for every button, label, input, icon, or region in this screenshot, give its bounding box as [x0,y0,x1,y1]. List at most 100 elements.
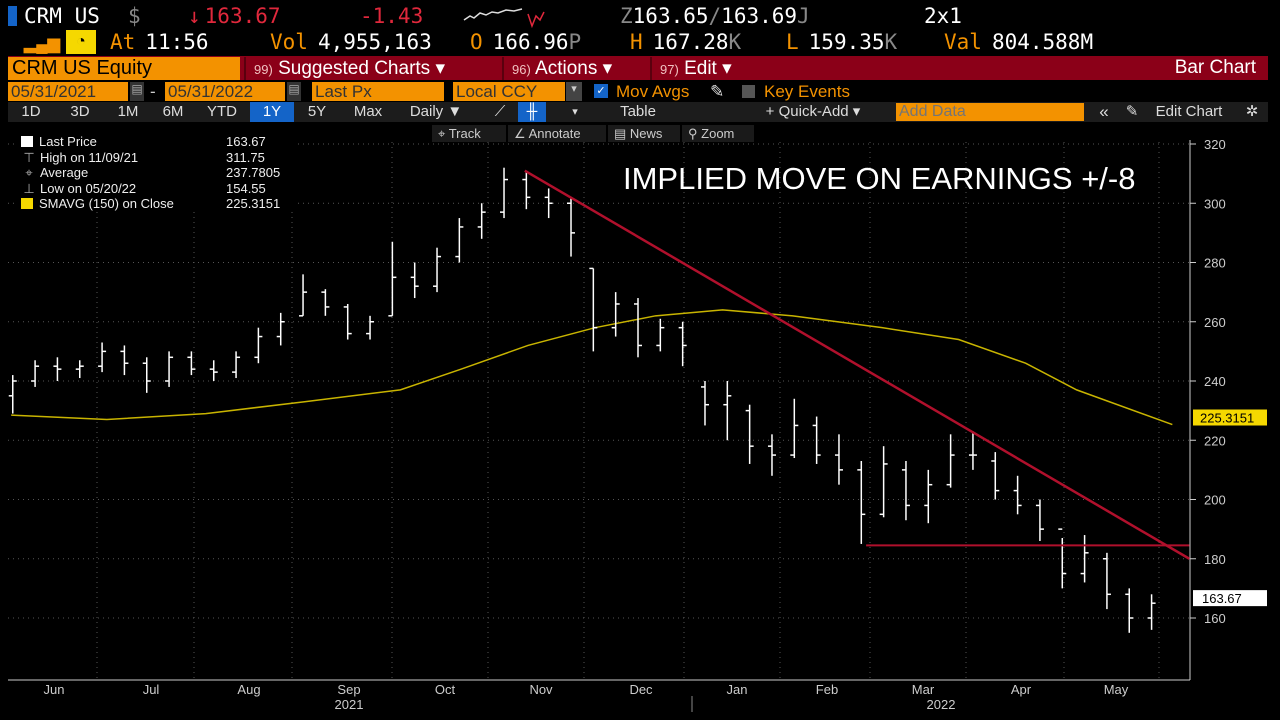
track-button[interactable]: ⌖ Track [432,125,506,142]
start-date-field[interactable]: 05/31/2021 [8,82,128,101]
collapse-button[interactable]: « [1099,102,1109,121]
open-suffix: P [568,30,582,54]
calendar-icon[interactable]: ▤ [287,82,301,101]
legend-low: ⊥ Low on 05/20/22 154.55 [14,181,296,197]
ohlc-bar [700,381,709,426]
ask: 163.69 [721,4,798,28]
ohlc-bar [53,357,62,381]
ohlc-bar [1147,594,1156,630]
bid-ask-group: Z 163.65 / 163.69 J [620,4,810,28]
ohlc-bar [723,381,732,441]
x-tick-label: Oct [435,682,456,697]
ohlc-bar [678,321,687,367]
ohlc-bar [634,298,642,358]
low: 159.35 [808,30,885,54]
legend-value: 154.55 [226,180,266,196]
ohlc-bar [968,431,977,470]
edit-chart-button[interactable]: Edit Chart [1155,103,1223,120]
track-label: Track [448,126,481,141]
period-1d[interactable]: 1D [21,103,41,120]
calendar-icon[interactable]: ▤ [130,82,144,101]
key-events-label[interactable]: Key Events [764,82,850,101]
legend-sma[interactable]: SMAVG (150) on Close 225.3151 [14,196,296,212]
ohlc-bar [611,292,620,337]
ohlc-bar [388,241,397,317]
ohlc-bar [879,446,888,518]
high: 167.28 [652,30,729,54]
y-tick-label: 280 [1204,256,1226,271]
ohlc-bar [544,188,553,219]
mov-avgs-checkbox[interactable]: ✓ [594,84,608,98]
sma-line [11,309,1173,426]
period-1m[interactable]: 1M [117,103,139,120]
chart-type-dropdown-icon[interactable]: ▾ [572,106,578,118]
y-tick-label: 220 [1204,433,1226,448]
ohlc-bar [946,434,955,488]
pencil-icon[interactable]: ✎ [710,82,725,101]
ohlc-bar [187,351,196,376]
sma-value-label: 225.3151 [1200,411,1254,426]
menu-label: Suggested Charts ▾ [278,58,445,79]
low-label: L [786,30,799,54]
ohlc-bar [8,375,17,414]
actions-menu[interactable]: 96) Actions ▾ [502,57,612,80]
time-group: At 11:56 [110,30,209,54]
x-tick-label: Jun [44,682,65,697]
x-tick-label: Apr [1011,682,1032,697]
x-tick-label: Jul [143,682,160,697]
mov-avgs-label[interactable]: Mov Avgs [616,82,690,101]
pencil-icon: ✎ [1125,103,1139,120]
period-6m[interactable]: 6M [162,103,184,120]
ohlc-bar [1125,588,1134,633]
chart-legend: Last Price 163.67 ⊤ High on 11/09/21 311.75… [14,134,296,212]
period-max[interactable]: Max [353,103,383,120]
period-3d[interactable]: 3D [70,103,90,120]
ohlc-bar [31,360,40,387]
legend-value: 163.67 [226,134,266,149]
currency-select[interactable]: Local CCY [453,82,565,101]
period-ytd[interactable]: YTD [207,103,237,120]
news-button[interactable]: ▤ News [608,125,680,142]
gauge-icon[interactable]: ◔ [66,30,96,54]
legend-value: 225.3151 [226,196,281,211]
legend-high: ⊤ High on 11/09/21 311.75 [14,150,296,166]
dropdown-icon[interactable]: ▾ [566,82,582,101]
bar-chart-icon[interactable]: ╫ [518,102,546,122]
suggested-charts-menu[interactable]: 99) Suggested Charts ▾ [244,57,445,80]
gear-icon[interactable]: ✲ [1245,103,1259,120]
ohlc-bar [433,247,442,293]
y-tick-label: 200 [1204,493,1226,508]
time: 11:56 [145,30,209,54]
period-1y[interactable]: 1Y [250,102,294,122]
edit-menu[interactable]: 97) Edit ▾ [650,57,732,80]
end-date-field[interactable]: 05/31/2022 [165,82,285,101]
white-swatch-icon [21,136,33,148]
legend-last-price[interactable]: Last Price 163.67 [14,134,296,150]
sparkline-icon [463,8,545,28]
ticker[interactable]: CRM US [24,4,100,28]
field-select[interactable]: Last Px [312,82,444,101]
key-events-checkbox[interactable] [742,85,755,98]
high-marker-icon: ⊤ [23,149,35,165]
annotation-text: IMPLIED MOVE ON EARNINGS +/-8 [623,161,1135,196]
frequency-select[interactable]: Daily ▼ [409,103,463,120]
open: 166.96 [492,30,569,54]
volume-group: Vol 4,955,163 [270,30,432,54]
quick-add-button[interactable]: + Quick-Add ▾ [765,103,861,120]
legend-label: Low on 05/20/22 [40,180,137,196]
chart-type: Bar Chart [1174,57,1256,78]
line-chart-icon[interactable]: ⟋ [494,103,506,120]
ohlc-bar [1035,499,1044,541]
annotate-button[interactable]: ∠ Annotate [508,125,606,142]
table-button[interactable]: Table [620,103,656,120]
sma-value-tag [1193,409,1267,426]
ohlc-bar [1102,552,1111,610]
add-data-input[interactable] [896,103,1084,121]
period-5y[interactable]: 5Y [307,103,327,120]
security-field[interactable]: CRM US Equity [8,57,240,80]
ohlc-bar [299,274,308,317]
ohlc-bar [656,318,665,352]
zoom-button[interactable]: ⚲ Zoom [682,125,754,142]
menu-number: 99) [254,62,273,77]
